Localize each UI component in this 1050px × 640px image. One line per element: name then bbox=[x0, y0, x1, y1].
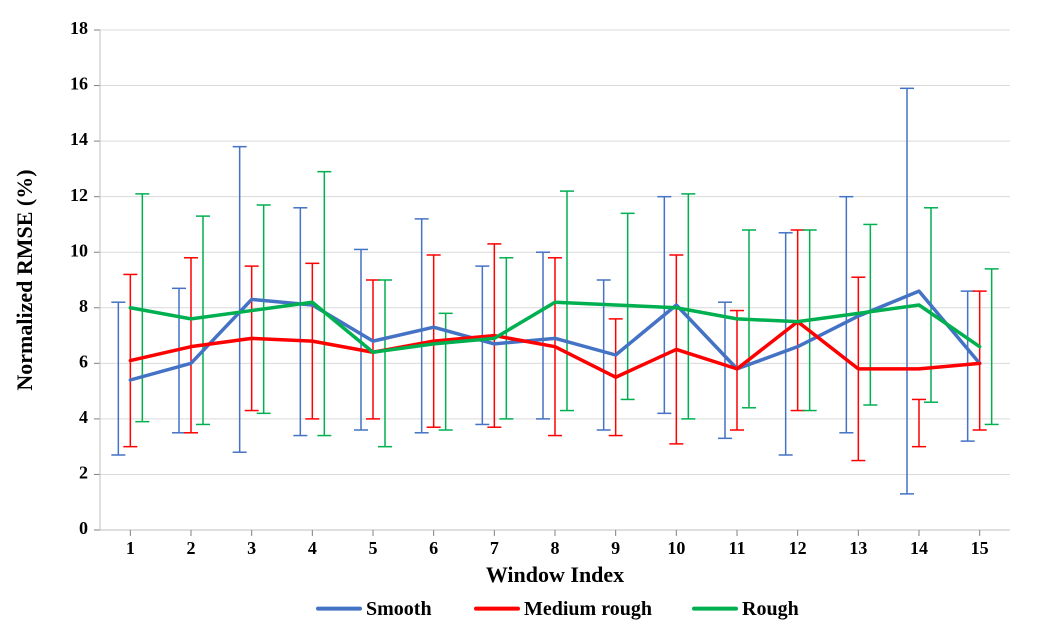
x-tick-label: 6 bbox=[429, 538, 438, 558]
x-tick-label: 8 bbox=[551, 538, 560, 558]
x-tick-label: 9 bbox=[611, 538, 620, 558]
x-tick-label: 7 bbox=[490, 538, 499, 558]
chart-container: 024681012141618123456789101112131415Wind… bbox=[0, 0, 1050, 640]
x-tick-label: 3 bbox=[247, 538, 256, 558]
y-tick-label: 8 bbox=[79, 296, 88, 316]
y-tick-label: 0 bbox=[79, 518, 88, 538]
y-tick-label: 14 bbox=[70, 129, 88, 149]
y-tick-label: 6 bbox=[79, 351, 88, 371]
x-tick-label: 2 bbox=[187, 538, 196, 558]
y-tick-label: 16 bbox=[70, 74, 88, 94]
y-tick-label: 4 bbox=[79, 407, 88, 427]
legend-label: Smooth bbox=[366, 598, 432, 620]
line-chart: 024681012141618123456789101112131415Wind… bbox=[0, 0, 1050, 640]
y-tick-label: 10 bbox=[70, 240, 88, 260]
x-tick-label: 5 bbox=[369, 538, 378, 558]
y-tick-label: 18 bbox=[70, 18, 88, 38]
x-tick-label: 14 bbox=[910, 538, 928, 558]
x-tick-label: 10 bbox=[667, 538, 685, 558]
x-tick-label: 13 bbox=[849, 538, 867, 558]
x-tick-label: 15 bbox=[971, 538, 989, 558]
y-axis-title: Normalized RMSE (%) bbox=[12, 169, 37, 390]
x-tick-label: 11 bbox=[728, 538, 745, 558]
legend-label: Medium rough bbox=[524, 598, 652, 620]
y-tick-label: 12 bbox=[70, 185, 88, 205]
legend-label: Rough bbox=[742, 598, 799, 620]
y-tick-label: 2 bbox=[79, 463, 88, 483]
x-tick-label: 1 bbox=[126, 538, 135, 558]
x-axis-title: Window Index bbox=[486, 562, 624, 587]
x-tick-label: 4 bbox=[308, 538, 317, 558]
x-tick-label: 12 bbox=[789, 538, 807, 558]
